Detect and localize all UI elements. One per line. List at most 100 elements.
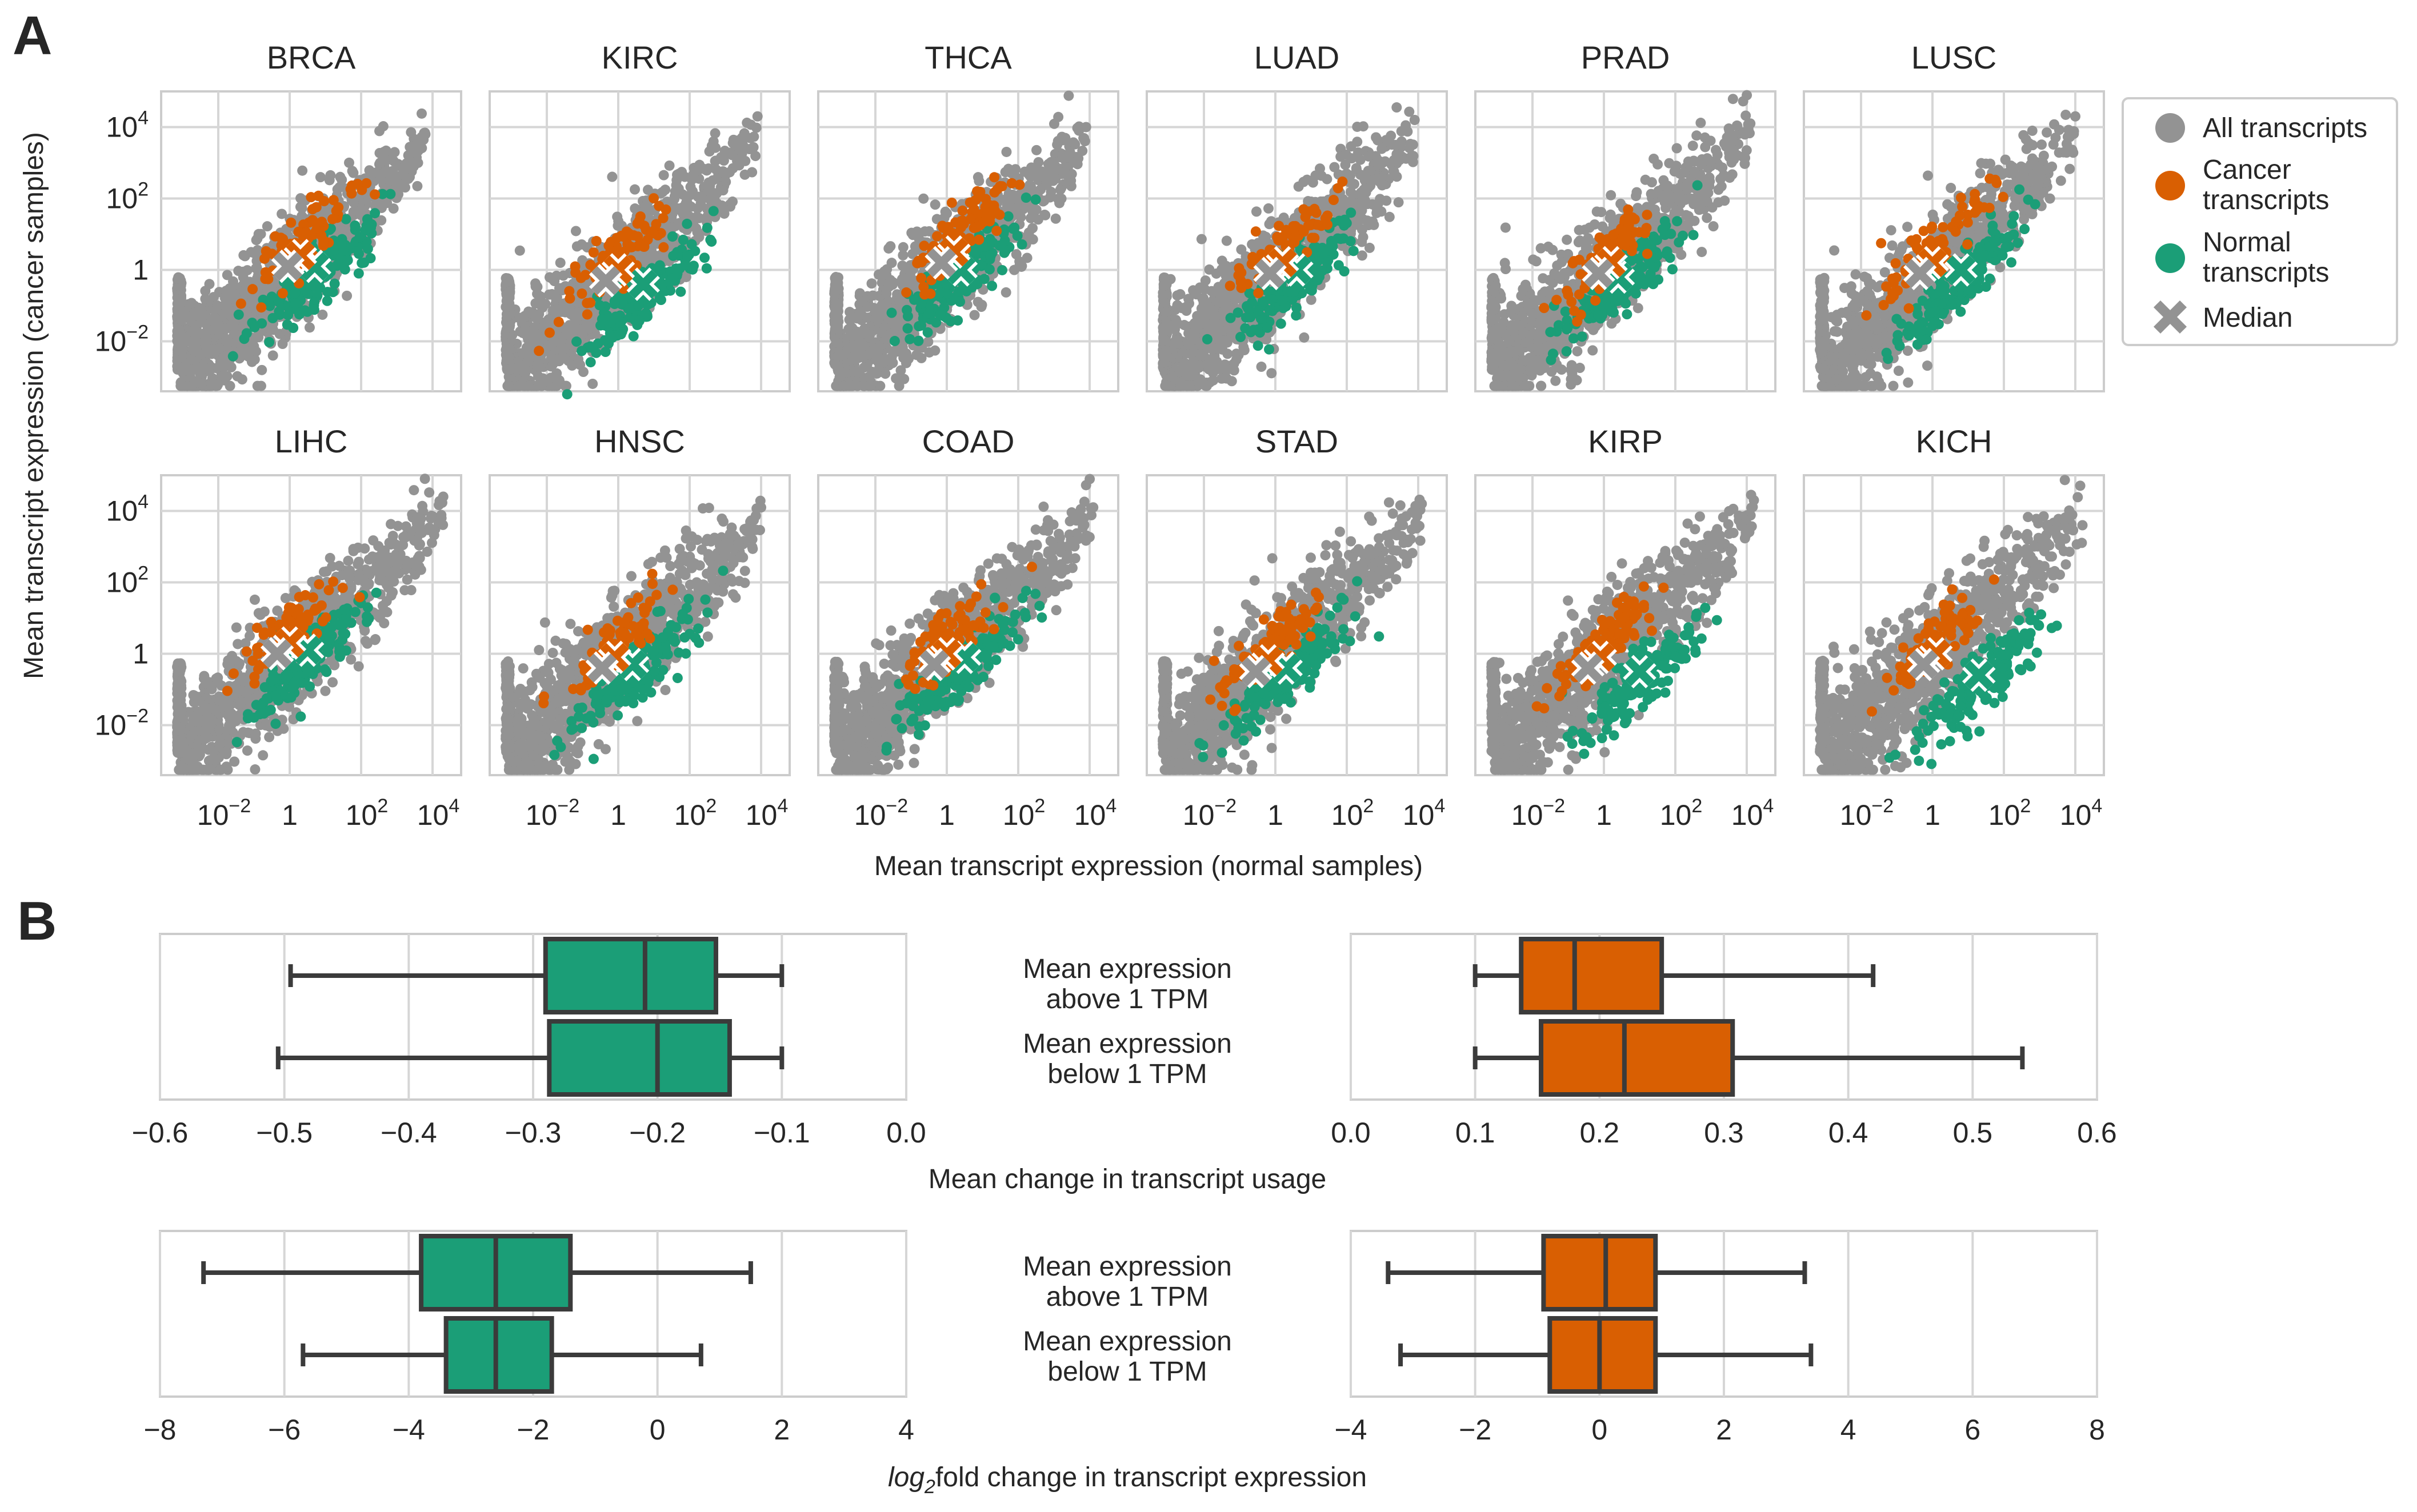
point-all (679, 171, 690, 182)
point-cancer (916, 272, 927, 283)
point-all (849, 366, 859, 377)
point-all (212, 300, 223, 311)
point-normal (667, 231, 678, 242)
point-normal (1012, 230, 1023, 241)
point-all (1220, 301, 1231, 312)
point-cancer (327, 214, 338, 224)
point-all (849, 312, 860, 323)
point-cancer (311, 202, 322, 212)
point-all (1335, 151, 1346, 162)
point-all (537, 335, 547, 346)
point-all (1068, 137, 1079, 148)
point-cancer (943, 222, 954, 232)
point-normal (708, 206, 719, 216)
point-all (206, 314, 217, 324)
point-normal (309, 304, 319, 315)
point-cancer (654, 200, 665, 211)
point-all (389, 147, 400, 158)
point-cancer (582, 309, 593, 320)
point-all (1263, 203, 1274, 214)
point-all (863, 348, 874, 359)
point-all (584, 323, 595, 334)
point-all (658, 170, 669, 181)
point-all (502, 295, 513, 306)
point-all (1001, 194, 1011, 204)
point-normal (678, 235, 689, 246)
point-all (194, 363, 205, 374)
point-all (505, 364, 515, 375)
point-cancer (975, 191, 986, 202)
point-cancer (277, 288, 288, 299)
point-normal (916, 298, 927, 309)
point-all (552, 307, 563, 318)
point-all (408, 161, 419, 172)
point-cancer (957, 205, 968, 216)
point-normal (672, 247, 683, 258)
point-all (704, 178, 715, 189)
point-normal (994, 240, 1005, 251)
point-all (222, 300, 233, 311)
point-normal (227, 351, 238, 362)
point-cancer (989, 172, 1000, 183)
point-all (862, 312, 873, 323)
point-all (504, 343, 515, 354)
point-all (374, 126, 385, 137)
point-all (630, 184, 641, 195)
point-normal (562, 389, 573, 400)
point-all (898, 250, 909, 260)
point-normal (571, 336, 582, 347)
point-normal (997, 264, 1007, 275)
point-cancer (318, 238, 329, 249)
point-all (538, 373, 549, 384)
point-cancer (974, 234, 985, 245)
point-normal (953, 315, 963, 326)
point-all (174, 273, 185, 284)
point-all (974, 175, 985, 186)
point-normal (597, 314, 607, 324)
point-all (304, 322, 315, 333)
point-all (752, 111, 763, 122)
point-cancer (932, 231, 943, 242)
point-normal (634, 315, 645, 326)
point-all (297, 203, 307, 214)
point-normal (610, 311, 621, 322)
point-normal (264, 336, 275, 347)
point-all (1251, 206, 1262, 217)
point-all (673, 183, 684, 194)
point-all (569, 309, 580, 320)
point-all (201, 344, 212, 355)
point-normal (233, 309, 244, 320)
point-cancer (577, 288, 587, 299)
point-all (710, 128, 721, 139)
point-all (734, 160, 745, 171)
point-all (1081, 122, 1091, 133)
point-normal (577, 346, 587, 356)
point-all (942, 208, 953, 219)
point-cancer (534, 346, 545, 356)
point-all (238, 250, 249, 260)
point-all (379, 154, 390, 165)
point-all (829, 288, 840, 299)
point-normal (699, 252, 710, 263)
point-all (1048, 169, 1059, 180)
point-all (692, 166, 703, 177)
point-all (878, 299, 889, 310)
point-all (881, 269, 892, 280)
point-cancer (997, 181, 1007, 192)
point-cancer (553, 316, 564, 327)
point-normal (365, 253, 376, 264)
point-all (1384, 211, 1395, 222)
point-cancer (658, 242, 669, 252)
point-all (544, 289, 555, 300)
point-cancer (985, 216, 995, 227)
point-all (517, 315, 527, 326)
point-all (866, 278, 877, 289)
scatter-subplot: LUAD (1146, 39, 1448, 392)
point-all (1065, 146, 1075, 157)
point-all (636, 250, 647, 261)
point-all (1299, 332, 1310, 343)
point-cancer (1006, 178, 1017, 189)
point-cancer (969, 203, 979, 214)
point-all (412, 181, 423, 191)
